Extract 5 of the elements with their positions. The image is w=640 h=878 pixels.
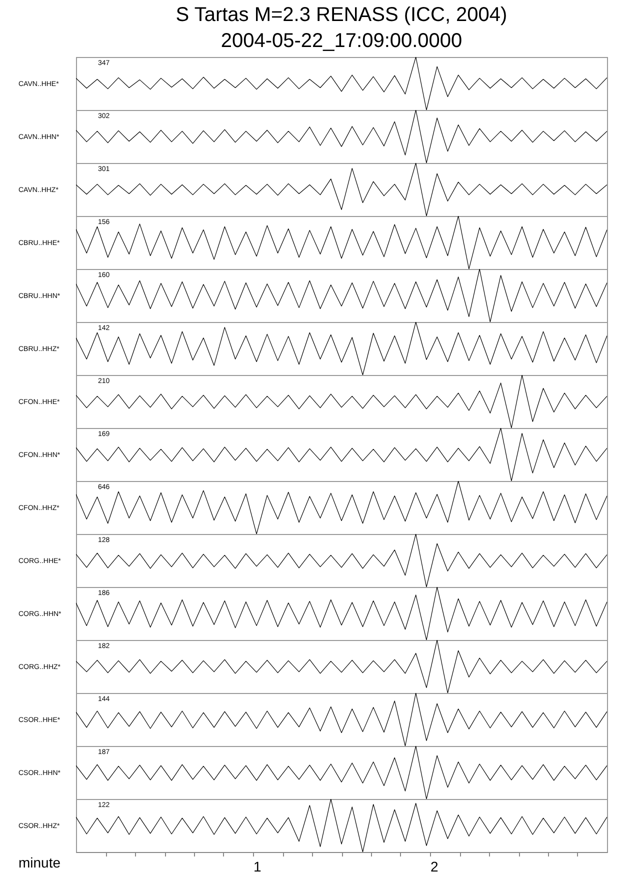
x-axis-title: minute	[18, 854, 61, 870]
chart-title: S Tartas M=2.3 RENASS (ICC, 2004)	[176, 4, 508, 26]
chart-subtitle: 2004-05-22_17:09:00.0000	[220, 30, 462, 52]
x-tick-label: 1	[254, 858, 262, 874]
x-tick-label: 2	[430, 858, 438, 874]
